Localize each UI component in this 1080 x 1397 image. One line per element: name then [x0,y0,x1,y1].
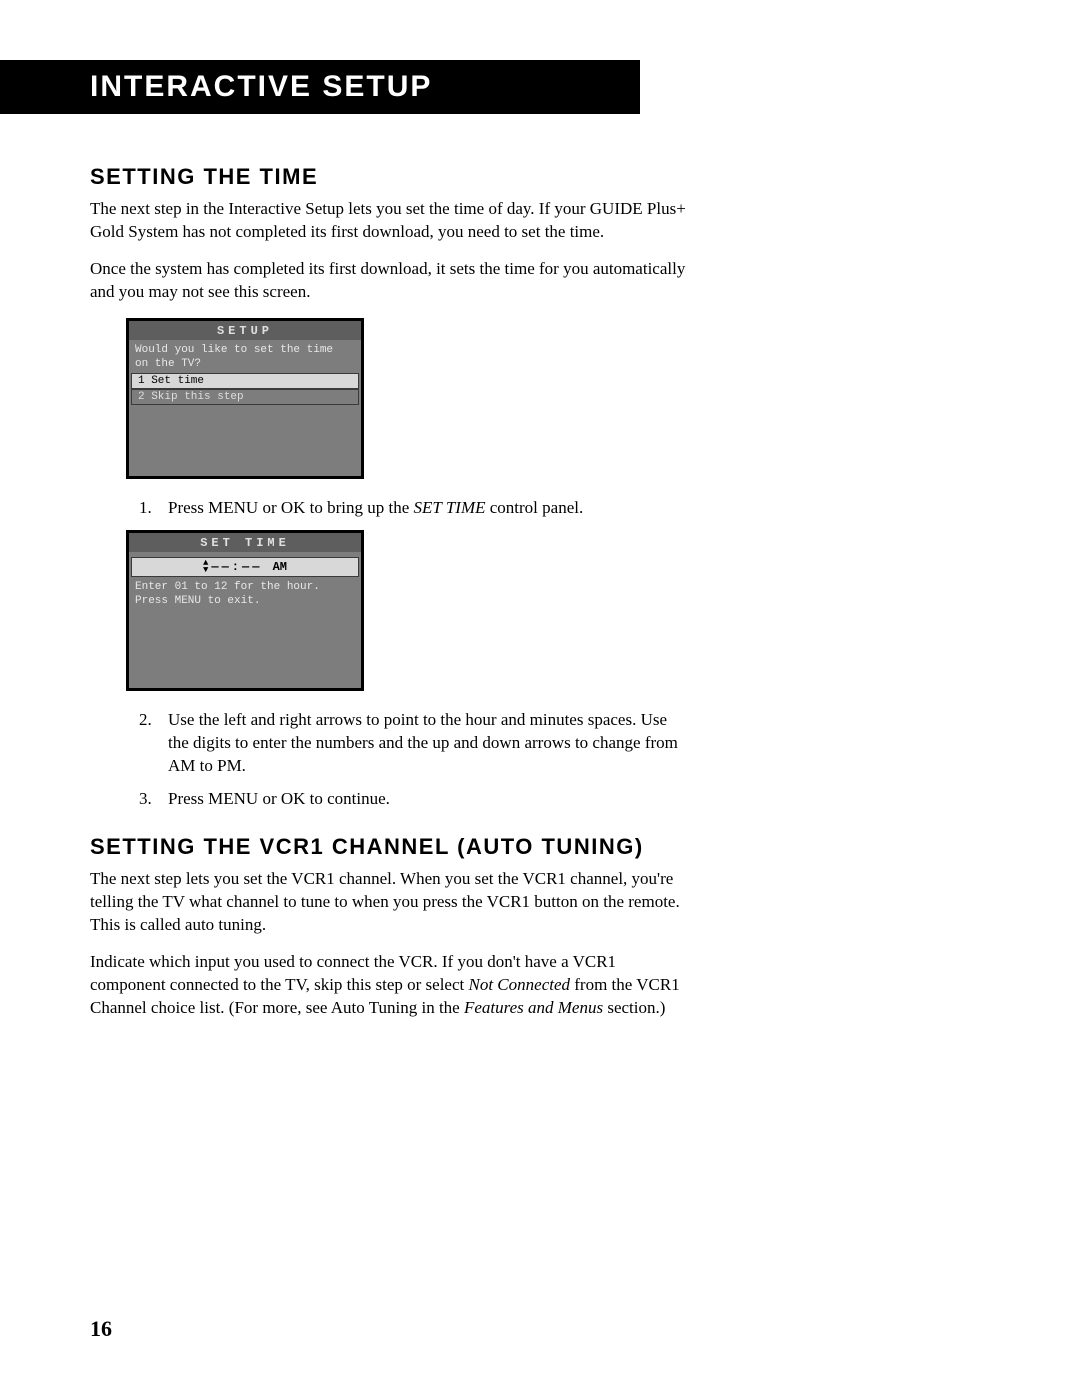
setup-question-l1: Would you like to set the time [135,344,333,356]
steps-list-b: Use the left and right arrows to point t… [156,709,690,811]
section-heading-time: SETTING THE TIME [90,164,690,190]
settime-hint-l1: Enter 01 to 12 for the hour. [135,581,320,593]
time-entry-row: ▲▼ — — : — — AM [131,557,359,577]
settime-hint: Enter 01 to 12 for the hour. Press MENU … [129,579,361,611]
setup-screenshot: SETUP Would you like to set the time on … [126,318,364,479]
main-content: SETTING THE TIME The next step in the In… [0,164,690,1020]
time-colon: : [232,560,239,574]
settime-screen-inner: SET TIME ▲▼ — — : — — AM Enter 01 to 12 … [129,533,361,688]
time-cursor: ▲▼ [203,560,208,574]
time-ampm: AM [273,560,287,574]
time-hh2: — [222,560,229,574]
step-3: Press MENU or OK to continue. [156,788,690,811]
time-hh1: — [211,560,218,574]
setup-question: Would you like to set the time on the TV… [129,340,361,374]
page-number: 16 [90,1316,112,1342]
step-2: Use the left and right arrows to point t… [156,709,690,778]
step1-post: control panel. [486,498,584,517]
steps-list-a: Press MENU or OK to bring up the SET TIM… [156,497,690,520]
step1-em: SET TIME [414,498,486,517]
setup-option-2: 2 Skip this step [131,389,359,405]
settime-hint-l2: Press MENU to exit. [135,595,260,607]
s2p2-em2: Features and Menus [464,998,603,1017]
settime-screenshot: SET TIME ▲▼ — — : — — AM Enter 01 to 12 … [126,530,364,691]
s2p2-em1: Not Connected [469,975,571,994]
section1-para2: Once the system has completed its first … [90,258,690,304]
setup-option-1: 1 Set time [131,373,359,389]
settime-screen-title: SET TIME [129,533,361,552]
time-mm1: — [242,560,249,574]
setup-screen-title: SETUP [129,321,361,340]
section2-para1: The next step lets you set the VCR1 chan… [90,868,690,937]
header-bar: INTERACTIVE SETUP [0,60,640,114]
setup-question-l2: on the TV? [135,358,201,370]
time-mm2: — [252,560,259,574]
setup-screen-inner: SETUP Would you like to set the time on … [129,321,361,476]
section2-para2: Indicate which input you used to connect… [90,951,690,1020]
section-heading-vcr: SETTING THE VCR1 CHANNEL (AUTO TUNING) [90,834,690,860]
section1-para1: The next step in the Interactive Setup l… [90,198,690,244]
step1-pre: Press MENU or OK to bring up the [168,498,414,517]
s2p2-c: section.) [603,998,665,1017]
page-header-title: INTERACTIVE SETUP [90,70,432,104]
step-1: Press MENU or OK to bring up the SET TIM… [156,497,690,520]
